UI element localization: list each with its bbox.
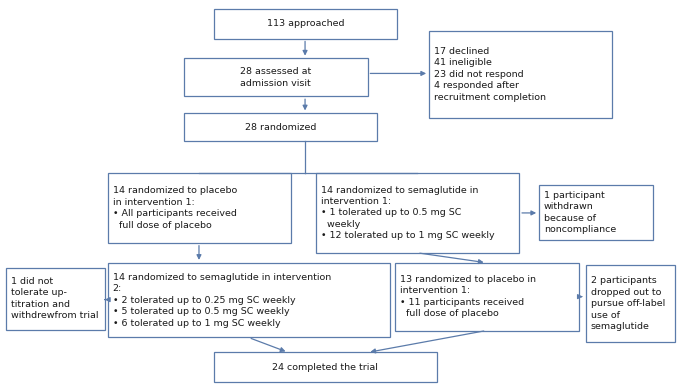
FancyBboxPatch shape bbox=[108, 263, 390, 338]
FancyBboxPatch shape bbox=[214, 9, 397, 38]
Text: 1 did not
tolerate up-
titration and
withdrewfrom trial: 1 did not tolerate up- titration and wit… bbox=[10, 277, 98, 320]
Text: 1 participant
withdrawn
because of
noncompliance: 1 participant withdrawn because of nonco… bbox=[544, 191, 616, 234]
Text: 14 randomized to semaglutide in
intervention 1:
• 1 tolerated up to 0.5 mg SC
  : 14 randomized to semaglutide in interven… bbox=[321, 185, 495, 240]
FancyBboxPatch shape bbox=[214, 352, 437, 382]
Text: 28 randomized: 28 randomized bbox=[245, 123, 316, 132]
Text: 17 declined
41 ineligible
23 did not respond
4 responded after
recruitment compl: 17 declined 41 ineligible 23 did not res… bbox=[434, 47, 546, 102]
FancyBboxPatch shape bbox=[429, 31, 612, 118]
Text: 28 assessed at
admission visit: 28 assessed at admission visit bbox=[240, 67, 312, 88]
FancyBboxPatch shape bbox=[184, 113, 377, 141]
Text: 14 randomized to placebo
in intervention 1:
• All participants received
  full d: 14 randomized to placebo in intervention… bbox=[113, 186, 237, 230]
FancyBboxPatch shape bbox=[586, 265, 675, 343]
FancyBboxPatch shape bbox=[108, 173, 291, 243]
FancyBboxPatch shape bbox=[539, 185, 653, 240]
Text: 13 randomized to placebo in
intervention 1:
• 11 participants received
  full do: 13 randomized to placebo in intervention… bbox=[400, 275, 536, 318]
Text: 24 completed the trial: 24 completed the trial bbox=[273, 363, 378, 372]
FancyBboxPatch shape bbox=[5, 268, 105, 329]
FancyBboxPatch shape bbox=[184, 59, 368, 96]
Text: 2 participants
dropped out to
pursue off-label
use of
semaglutide: 2 participants dropped out to pursue off… bbox=[590, 276, 665, 331]
Text: 113 approached: 113 approached bbox=[266, 19, 345, 28]
FancyBboxPatch shape bbox=[395, 263, 579, 331]
FancyBboxPatch shape bbox=[316, 173, 519, 253]
Text: 14 randomized to semaglutide in intervention
2:
• 2 tolerated up to 0.25 mg SC w: 14 randomized to semaglutide in interven… bbox=[113, 273, 331, 327]
